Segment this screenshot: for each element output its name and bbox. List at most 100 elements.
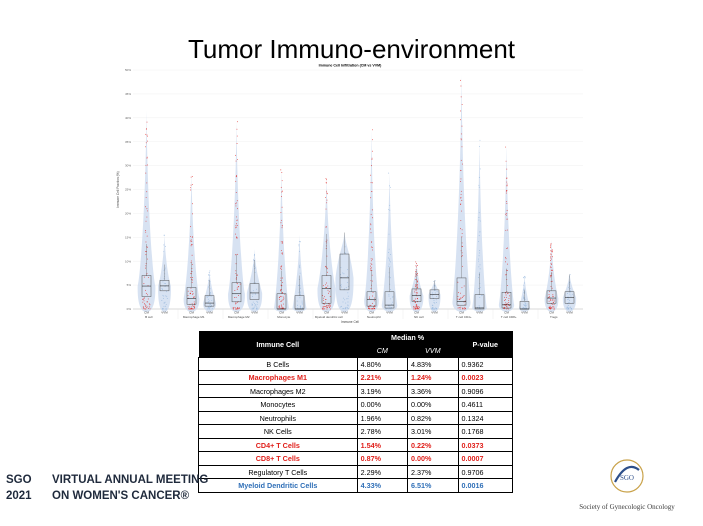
data-point bbox=[256, 307, 258, 309]
data-point bbox=[506, 305, 508, 307]
data-point bbox=[567, 293, 568, 294]
cell-vvm: 3.36% bbox=[407, 383, 459, 399]
data-point bbox=[416, 289, 418, 291]
data-point bbox=[370, 308, 372, 310]
data-point bbox=[192, 304, 194, 306]
data-point bbox=[548, 296, 550, 298]
data-point bbox=[416, 281, 418, 283]
data-point bbox=[433, 299, 435, 301]
data-point bbox=[504, 308, 506, 310]
cell-cm: 0.87% bbox=[356, 451, 409, 466]
data-point bbox=[479, 139, 481, 141]
data-point bbox=[418, 308, 420, 309]
data-point bbox=[550, 253, 552, 255]
data-point bbox=[281, 305, 282, 307]
data-point bbox=[162, 289, 163, 290]
data-point bbox=[280, 304, 282, 306]
data-point bbox=[348, 285, 349, 287]
data-point bbox=[165, 305, 167, 307]
data-point bbox=[207, 306, 209, 308]
data-point bbox=[550, 254, 552, 256]
data-point bbox=[236, 308, 238, 309]
data-point bbox=[326, 308, 328, 310]
data-point bbox=[326, 305, 328, 307]
y-tick-label: 20% bbox=[125, 212, 131, 216]
data-point bbox=[506, 212, 508, 214]
data-point bbox=[550, 257, 552, 259]
data-point bbox=[162, 281, 164, 283]
data-point bbox=[281, 219, 283, 221]
data-point bbox=[194, 304, 196, 306]
data-point bbox=[190, 239, 192, 241]
data-point bbox=[549, 307, 551, 309]
data-point bbox=[508, 308, 510, 310]
data-point bbox=[280, 307, 282, 309]
category-label: Macrophage M1 bbox=[183, 315, 205, 319]
data-point bbox=[460, 220, 462, 221]
data-point bbox=[340, 306, 342, 308]
data-point bbox=[278, 305, 280, 307]
data-point bbox=[299, 272, 301, 274]
data-point bbox=[340, 274, 341, 276]
data-point bbox=[166, 296, 168, 298]
footer-org: SGO bbox=[6, 474, 32, 486]
data-point bbox=[252, 308, 254, 310]
data-point bbox=[550, 250, 552, 252]
data-point bbox=[390, 254, 391, 255]
data-point bbox=[325, 266, 327, 268]
data-point bbox=[370, 182, 372, 184]
data-point bbox=[392, 301, 394, 303]
cell-cm: 2.78% bbox=[356, 424, 409, 439]
data-point bbox=[255, 308, 257, 310]
data-point bbox=[235, 303, 237, 305]
group-label: CM bbox=[324, 311, 329, 315]
data-point bbox=[280, 186, 282, 188]
data-point bbox=[299, 286, 301, 288]
data-point bbox=[457, 307, 459, 309]
data-point bbox=[388, 308, 390, 310]
data-point bbox=[416, 298, 418, 300]
data-point bbox=[460, 292, 461, 294]
data-point bbox=[323, 303, 325, 305]
data-point bbox=[417, 280, 418, 282]
data-point bbox=[526, 305, 528, 307]
data-point bbox=[548, 306, 550, 308]
slide-title: Tumor Immuno-environment bbox=[187, 34, 516, 64]
data-point bbox=[435, 307, 437, 309]
data-point bbox=[327, 292, 329, 294]
data-point bbox=[479, 231, 481, 233]
data-point bbox=[566, 306, 568, 308]
data-point bbox=[191, 243, 192, 245]
data-point bbox=[550, 243, 552, 245]
data-point bbox=[235, 308, 237, 310]
data-point bbox=[189, 306, 190, 308]
data-point bbox=[416, 274, 418, 276]
data-point bbox=[459, 308, 461, 310]
data-point bbox=[462, 163, 463, 165]
cell-cm: 3.19% bbox=[356, 383, 409, 399]
data-point bbox=[415, 271, 417, 273]
data-point bbox=[190, 290, 192, 292]
data-point bbox=[192, 203, 194, 205]
cell-name: NK Cells bbox=[198, 424, 358, 439]
data-point bbox=[436, 296, 438, 297]
y-tick-label: 15% bbox=[125, 235, 131, 239]
data-point bbox=[298, 245, 300, 247]
data-point bbox=[523, 284, 525, 286]
data-point bbox=[371, 209, 373, 211]
data-point bbox=[165, 283, 166, 285]
data-point bbox=[372, 139, 373, 141]
data-point bbox=[506, 214, 508, 216]
data-point bbox=[505, 294, 507, 296]
data-point bbox=[347, 295, 349, 297]
data-point bbox=[187, 306, 189, 308]
data-point bbox=[235, 205, 237, 207]
data-point bbox=[551, 280, 553, 282]
data-point bbox=[235, 263, 237, 265]
y-axis-title: Immune Cell Fraction (%) bbox=[116, 171, 120, 207]
data-point bbox=[300, 291, 301, 293]
data-point bbox=[235, 226, 237, 228]
data-point bbox=[146, 272, 148, 274]
data-point bbox=[413, 300, 415, 302]
data-point bbox=[504, 146, 506, 148]
